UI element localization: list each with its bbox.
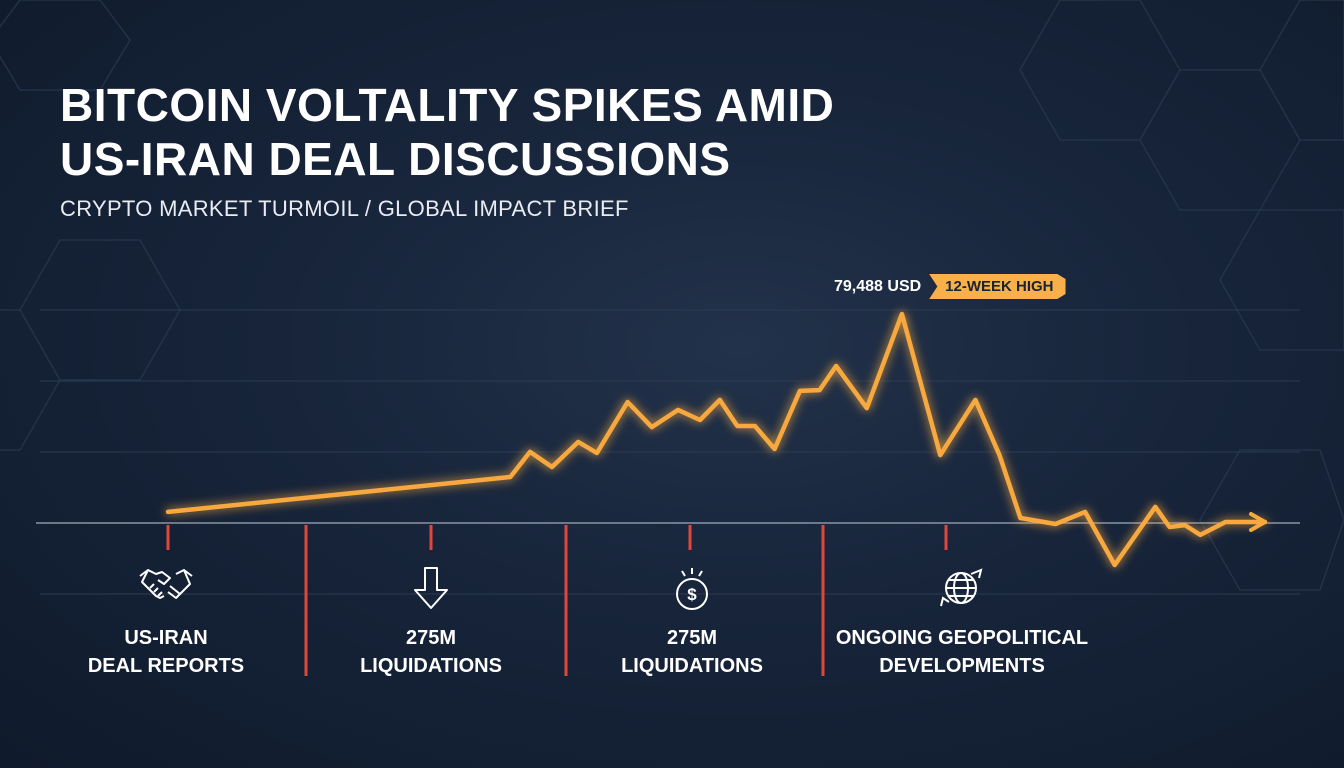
data-point <box>973 398 977 402</box>
event-line-2: LIQUIDATIONS <box>621 655 763 677</box>
event-line-1: 275M <box>405 627 457 649</box>
data-point <box>900 312 904 316</box>
data-point <box>1183 523 1187 527</box>
event-line-1: 275M <box>666 627 718 649</box>
data-point <box>1018 516 1022 520</box>
data-point <box>773 447 777 451</box>
svg-text:$: $ <box>687 585 697 604</box>
event-line-2: DEVELOPMENTS <box>879 655 1045 677</box>
data-point <box>676 408 680 412</box>
page-title: BITCOIN VOLTALITY SPIKES AMID US-IRAN DEA… <box>60 78 834 186</box>
data-point <box>1113 563 1117 567</box>
data-point <box>818 388 822 392</box>
event-line-2: LIQUIDATIONS <box>360 655 502 677</box>
data-point <box>1224 520 1228 524</box>
data-point <box>626 400 630 404</box>
data-point <box>865 406 869 410</box>
data-point <box>1198 533 1202 537</box>
data-point <box>698 418 702 422</box>
subtitle: CRYPTO MARKET TURMOIL / GLOBAL IMPACT BR… <box>60 196 629 221</box>
event-deal-reports: US-IRAN DEAL REPORTS <box>36 566 296 680</box>
data-point <box>938 453 942 457</box>
peak-value: 79,488 USD <box>834 277 922 295</box>
data-point <box>508 475 512 479</box>
dollar-coin-icon: $ <box>562 566 822 610</box>
data-point <box>1153 505 1157 509</box>
event-liquidations-1: 275M LIQUIDATIONS <box>301 566 561 680</box>
peak-annotation: 79,488 USD 12-WEEK HIGH <box>834 274 1066 299</box>
data-point <box>998 453 1002 457</box>
arrow-down-icon <box>301 566 561 610</box>
data-point <box>798 389 802 393</box>
data-point <box>753 424 757 428</box>
data-point <box>1053 522 1057 526</box>
high-badge: 12-WEEK HIGH <box>929 274 1066 299</box>
data-point <box>1168 525 1172 529</box>
event-line-1: US-IRAN <box>124 627 208 649</box>
data-point <box>718 398 722 402</box>
data-point <box>550 465 554 469</box>
handshake-icon <box>36 566 296 610</box>
event-line-2: DEAL REPORTS <box>87 655 245 677</box>
data-point <box>1083 510 1087 514</box>
data-point <box>650 425 654 429</box>
price-line <box>165 311 1268 568</box>
event-liquidations-2: $ 275M LIQUIDATIONS <box>562 566 822 680</box>
event-geopolitical: ONGOING GEOPOLITICAL DEVELOPMENTS <box>832 566 1092 680</box>
data-point <box>595 451 599 455</box>
title-line-1: BITCOIN VOLTALITY SPIKES AMID <box>60 79 835 131</box>
data-point <box>528 450 532 454</box>
data-point <box>166 510 170 514</box>
globe-icon <box>832 566 1092 610</box>
data-point <box>735 424 739 428</box>
data-point <box>834 364 838 368</box>
event-line-1: ONGOING GEOPOLITICAL <box>835 627 1089 649</box>
title-line-2: US-IRAN DEAL DISCUSSIONS <box>60 133 731 185</box>
data-point <box>576 440 580 444</box>
data-point <box>1263 520 1267 524</box>
